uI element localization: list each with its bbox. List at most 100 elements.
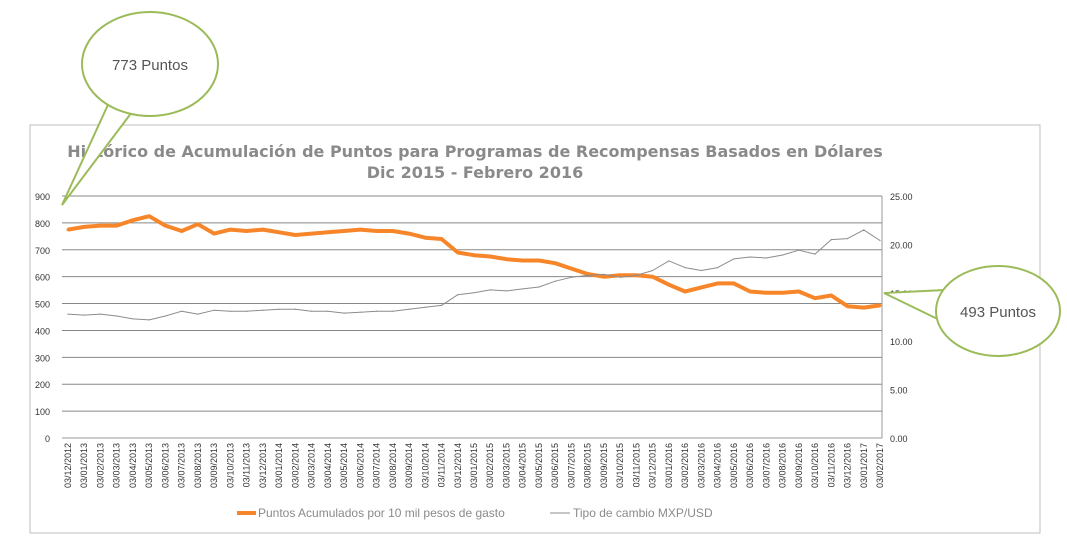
data-point-fx	[262, 309, 264, 311]
data-point-points	[196, 222, 200, 226]
x-tick-label: 03/03/2014	[307, 443, 317, 488]
x-tick-label: 03/02/2014	[290, 443, 300, 488]
data-point-points	[293, 233, 297, 237]
x-tick-label: 03/01/2017	[859, 443, 869, 488]
data-point-fx	[83, 314, 85, 316]
data-point-fx	[749, 256, 751, 258]
data-point-points	[212, 232, 216, 236]
data-point-points	[586, 272, 590, 276]
data-point-points	[667, 283, 671, 287]
x-tick-label: 03/12/2016	[843, 443, 853, 488]
x-tick-label: 03/10/2016	[810, 443, 820, 488]
data-point-points	[358, 228, 362, 232]
data-point-fx	[619, 276, 621, 278]
callout-pointer-right	[883, 289, 951, 326]
x-tick-label: 03/04/2015	[518, 443, 528, 488]
data-point-points	[732, 281, 736, 285]
x-tick-label: 03/11/2013	[242, 443, 252, 487]
x-tick-label: 03/08/2013	[193, 443, 203, 488]
x-tick-label: 03/12/2013	[258, 443, 268, 488]
data-point-fx	[554, 280, 556, 282]
x-tick-label: 03/10/2014	[420, 443, 430, 488]
data-point-points	[456, 250, 460, 254]
data-point-fx	[67, 313, 69, 315]
data-point-points	[618, 273, 622, 277]
data-point-fx	[570, 276, 573, 278]
x-tick-label: 03/02/2015	[485, 443, 495, 488]
legend-label-fx: Tipo de cambio MXP/USD	[573, 506, 713, 520]
data-point-points	[277, 230, 281, 234]
data-point-points	[683, 289, 687, 293]
x-tick-label: 03/07/2015	[566, 443, 576, 488]
callout-text-right: 493 Puntos	[960, 304, 1036, 321]
data-point-points	[342, 229, 346, 233]
data-point-points	[147, 214, 151, 218]
data-point-points	[228, 228, 232, 232]
x-tick-label: 03/12/2015	[648, 443, 658, 488]
data-point-fx	[489, 289, 491, 291]
y-right-tick-label: 5.00	[890, 386, 908, 396]
data-point-fx	[440, 304, 443, 306]
x-tick-label: 03/03/2015	[501, 443, 511, 488]
callout-text-left: 773 Puntos	[112, 57, 188, 74]
x-tick-label: 03/06/2016	[745, 443, 755, 488]
x-tick-label: 03/04/2016	[713, 443, 723, 488]
data-point-points	[472, 253, 476, 257]
x-tick-label: 03/07/2013	[177, 443, 187, 488]
data-point-points	[261, 228, 265, 232]
x-tick-label: 03/03/2016	[696, 443, 706, 488]
data-point-fx	[522, 288, 524, 290]
callout-pointer-left	[61, 95, 136, 206]
data-point-points	[375, 229, 379, 233]
data-point-points	[131, 218, 135, 222]
y-left-tick-label: 600	[35, 273, 50, 283]
data-point-fx	[538, 286, 540, 288]
legend-label-points: Puntos Acumulados por 10 mil pesos de ga…	[258, 506, 505, 520]
x-tick-label: 03/09/2015	[599, 443, 609, 488]
data-point-points	[407, 232, 411, 236]
x-tick-label: 03/06/2015	[550, 443, 560, 488]
data-point-fx	[359, 311, 361, 313]
data-point-fx	[246, 310, 248, 312]
data-point-points	[391, 229, 395, 233]
data-point-points	[651, 275, 655, 279]
y-left-tick-label: 900	[35, 192, 50, 202]
data-point-fx	[781, 254, 784, 256]
data-point-fx	[197, 313, 199, 315]
x-tick-label: 03/04/2013	[128, 443, 138, 488]
data-point-fx	[587, 274, 589, 276]
data-point-fx	[294, 308, 296, 310]
data-point-points	[797, 289, 801, 293]
chart-frame	[29, 124, 1041, 534]
data-point-fx	[879, 239, 881, 242]
data-point-fx	[603, 273, 605, 276]
data-point-points	[326, 230, 330, 234]
chart-subtitle: Dic 2015 - Febrero 2016	[367, 163, 583, 182]
data-point-points	[716, 281, 720, 285]
x-tick-label: 03/05/2016	[729, 443, 739, 488]
x-tick-label: 03/08/2015	[583, 443, 593, 488]
data-point-fx	[863, 229, 865, 231]
data-point-points	[878, 303, 882, 307]
callout-bubble-right	[935, 265, 1061, 357]
data-point-fx	[424, 306, 426, 308]
x-tick-label: 03/11/2014	[437, 443, 447, 487]
x-tick-label: 03/05/2015	[534, 443, 544, 488]
y-left-tick-label: 700	[35, 246, 50, 256]
data-point-points	[310, 232, 314, 236]
y-left-tick-label: 400	[35, 326, 50, 336]
x-tick-label: 03/10/2015	[615, 443, 625, 488]
data-point-fx	[505, 290, 508, 292]
y-right-tick-label: 25.00	[890, 192, 913, 202]
data-point-points	[521, 259, 525, 263]
x-tick-label: 03/05/2014	[339, 443, 349, 488]
data-point-points	[537, 259, 541, 263]
data-point-points	[163, 224, 167, 228]
data-point-fx	[846, 237, 849, 240]
data-point-fx	[798, 249, 800, 251]
y-left-tick-label: 500	[35, 300, 50, 310]
data-point-fx	[635, 274, 638, 276]
x-tick-label: 03/01/2016	[664, 443, 674, 488]
data-point-points	[66, 228, 70, 232]
